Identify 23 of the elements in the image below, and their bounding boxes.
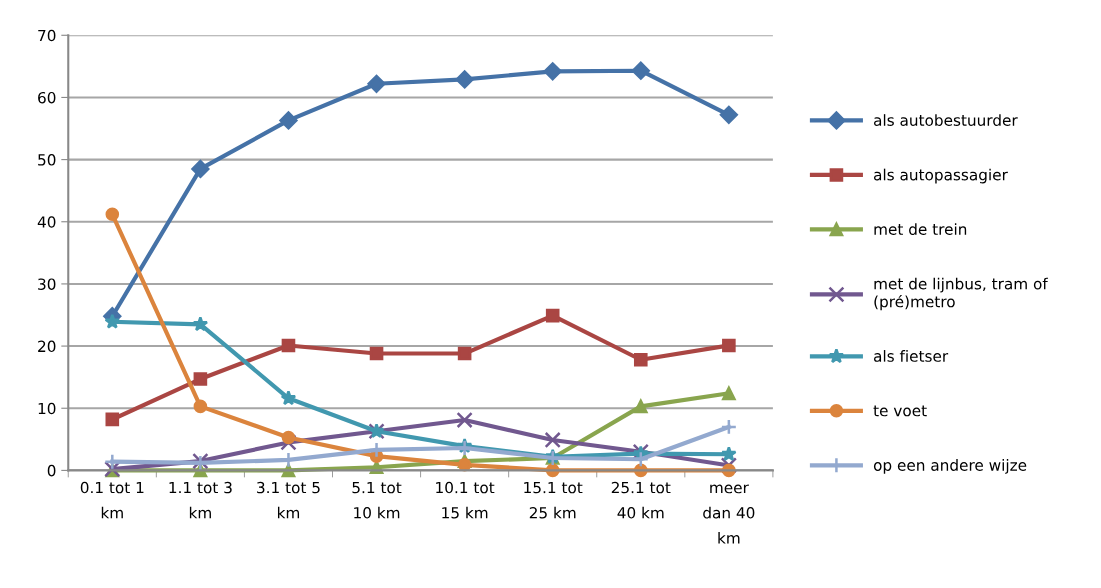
y-tick-label: 60 <box>38 91 56 104</box>
legend-label: op een andere wijze <box>873 459 1027 474</box>
legend-label: met de trein <box>874 223 967 235</box>
x-tick-label: 25.1 tot 40 km <box>611 481 671 519</box>
legend-label: met de lijnbus, tram of (pré)metro <box>874 277 1049 311</box>
y-tick-label: 0 <box>47 464 56 477</box>
y-tick-label: 50 <box>38 154 56 166</box>
y-tick-label: 30 <box>38 278 56 290</box>
legend-label: te voet <box>873 405 927 417</box>
x-tick-label: 15.1 tot 25 km <box>524 481 583 519</box>
x-tick-label: 3.1 tot 5 km <box>257 481 320 519</box>
y-tick-label: 10 <box>38 402 56 415</box>
x-tick-label: 1.1 tot 3 km <box>169 481 232 519</box>
x-tick-label: meer dan 40 km <box>703 484 755 544</box>
x-tick-label: 5.1 tot 10 km <box>352 481 402 519</box>
legend-label: als autobestuurder <box>874 114 1018 126</box>
x-tick-label: 0.1 tot 1 km <box>80 481 144 519</box>
y-tick-label: 40 <box>37 216 56 228</box>
legend-label: als fietser <box>874 350 949 362</box>
legend-label: als autopassagier <box>874 168 1008 184</box>
y-tick-label: 20 <box>38 340 56 353</box>
y-tick-label: 70 <box>38 29 56 42</box>
x-tick-label: 10.1 tot 15 km <box>436 481 495 519</box>
